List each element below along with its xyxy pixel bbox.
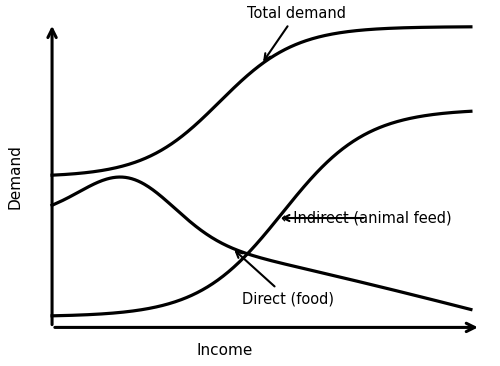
Text: Income: Income (196, 343, 252, 358)
Text: Total demand: Total demand (246, 6, 346, 60)
Text: Direct (food): Direct (food) (236, 251, 334, 306)
Text: Demand: Demand (8, 145, 22, 209)
Text: ←Indirect (animal feed): ←Indirect (animal feed) (280, 210, 452, 225)
